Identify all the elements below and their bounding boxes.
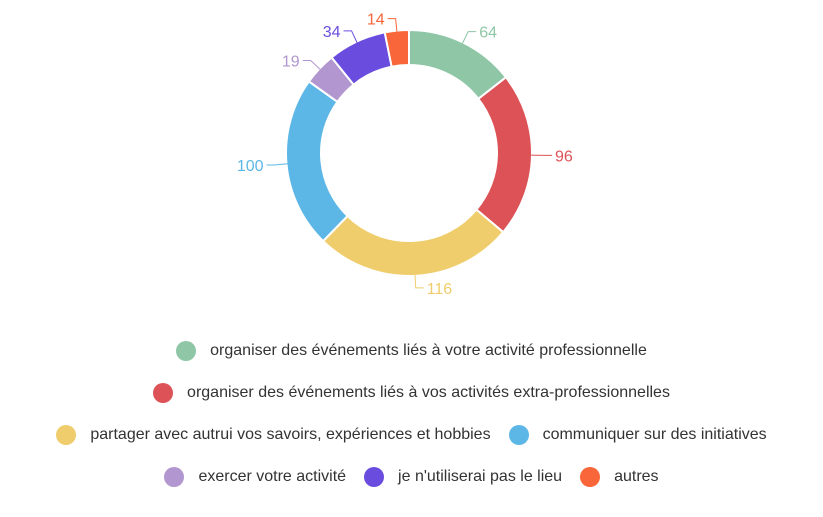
- leader-line: [343, 30, 358, 43]
- legend-dot-icon: [164, 467, 185, 487]
- data-label: 96: [555, 148, 573, 165]
- leader-line: [414, 274, 424, 289]
- legend-dot-icon: [580, 467, 601, 487]
- data-label: 64: [479, 25, 497, 42]
- data-label: 19: [282, 53, 300, 70]
- leader-line: [266, 163, 288, 166]
- leader-line: [387, 18, 398, 32]
- legend-row: exercer votre activité je n'utiliserai p…: [0, 456, 823, 498]
- legend-dot-icon: [56, 425, 77, 445]
- legend-dot-icon: [153, 383, 174, 403]
- donut-slice-communiquer-sur-des-initiatives[interactable]: [285, 80, 349, 243]
- legend-row: partager avec autrui vos savoirs, expéri…: [0, 414, 823, 456]
- legend-dot-icon: [508, 425, 529, 445]
- legend-item-others[interactable]: autres: [580, 467, 659, 487]
- legend-item-exercise-activity[interactable]: exercer votre activité: [164, 467, 346, 487]
- donut-chart: 64 96 116 100 19 34 14: [237, 12, 573, 298]
- legend-item-will-not-use[interactable]: je n'utiliserai pas le lieu: [364, 467, 562, 487]
- leader-line: [302, 59, 321, 70]
- legend-label: je n'utiliserai pas le lieu: [398, 468, 563, 485]
- donut-slice-partager-avec-autrui-vos-savoirs-experiences-et-hobbies[interactable]: [321, 208, 505, 277]
- data-label: 116: [427, 281, 453, 298]
- legend-label: autres: [614, 468, 659, 485]
- donut-slice-organiser-des-evenements-lies-a-vos-activites-extra-professionnelles[interactable]: [474, 75, 533, 234]
- legend-label: communiquer sur des initiatives: [542, 426, 767, 443]
- legend-item-share-knowledge[interactable]: partager avec autrui vos savoirs, expéri…: [56, 425, 491, 445]
- legend-dot-icon: [176, 341, 197, 361]
- legend: organiser des événements liés à votre ac…: [0, 330, 823, 498]
- legend-item-communicate-initiatives[interactable]: communiquer sur des initiatives: [508, 425, 767, 445]
- legend-label: exercer votre activité: [198, 468, 347, 485]
- leader-line: [462, 31, 477, 44]
- data-label: 14: [367, 12, 385, 29]
- legend-item-extra-professional-events[interactable]: organiser des événements liés à vos acti…: [153, 383, 670, 403]
- legend-row: organiser des événements liés à vos acti…: [0, 372, 823, 414]
- legend-label: partager avec autrui vos savoirs, expéri…: [90, 426, 491, 443]
- data-label: 100: [237, 158, 264, 175]
- legend-dot-icon: [364, 467, 385, 487]
- legend-label: organiser des événements liés à vos acti…: [187, 384, 670, 401]
- legend-row: organiser des événements liés à votre ac…: [0, 330, 823, 372]
- donut-slice-autres[interactable]: [383, 28, 410, 68]
- data-label: 34: [323, 24, 341, 41]
- legend-label: organiser des événements liés à votre ac…: [210, 342, 647, 359]
- legend-item-professional-events[interactable]: organiser des événements liés à votre ac…: [176, 341, 647, 361]
